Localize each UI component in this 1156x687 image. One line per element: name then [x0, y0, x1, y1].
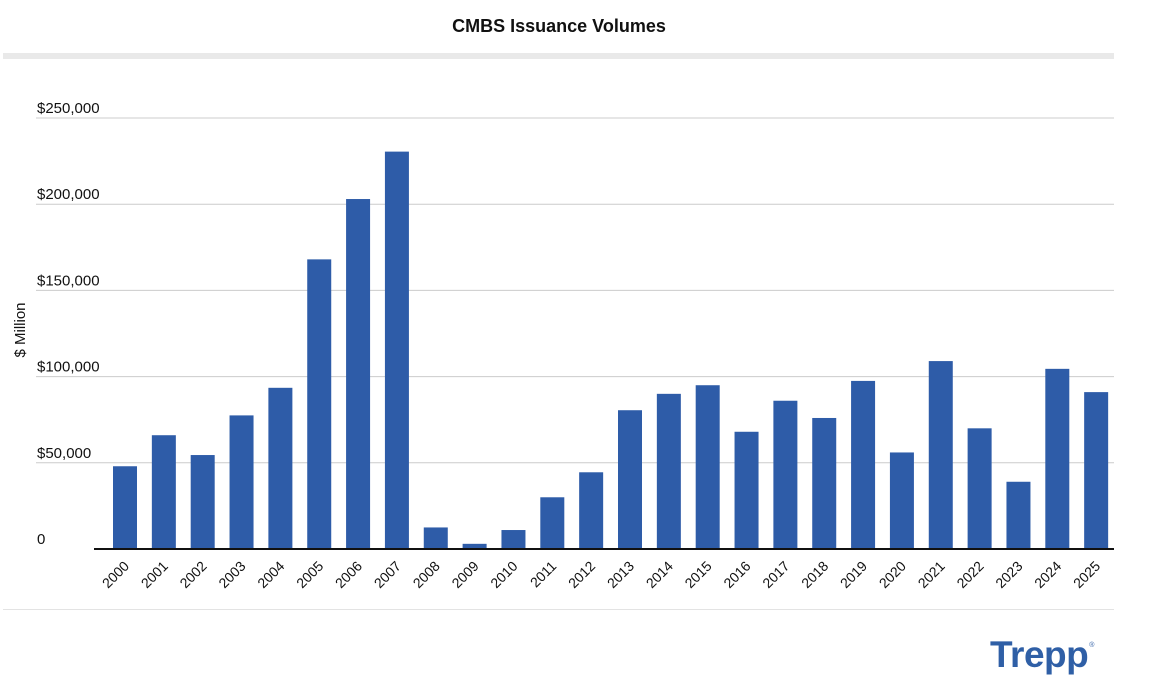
x-tick-label: 2021	[915, 558, 948, 591]
x-tick-label: 2006	[332, 558, 365, 591]
bar-2005	[307, 259, 332, 549]
y-tick-label: $150,000	[37, 272, 100, 289]
bar-2019	[851, 380, 876, 549]
bar-2016	[734, 431, 759, 549]
y-tick-label: $200,000	[37, 186, 100, 203]
y-axis-ticks: 0 $50,000 $100,000 $150,000 $200,000 $250,000	[37, 100, 100, 548]
x-tick-label: 2017	[759, 558, 792, 591]
x-tick-label: 2003	[215, 558, 248, 591]
x-tick-label: 2016	[720, 558, 753, 591]
bar-2006	[346, 199, 371, 549]
x-tick-label: 2014	[643, 558, 676, 591]
y-tick-label: $250,000	[37, 100, 100, 117]
y-tick-label: $100,000	[37, 359, 100, 376]
x-tick-label: 2005	[293, 558, 326, 591]
bar-2015	[695, 385, 720, 549]
bar-2025	[1084, 392, 1109, 549]
chart-title: CMBS Issuance Volumes	[452, 16, 666, 36]
x-tick-label: 2001	[138, 558, 171, 591]
x-tick-label: 2004	[254, 558, 287, 591]
bar-2017	[773, 400, 798, 549]
x-tick-label: 2002	[176, 558, 209, 591]
x-axis-ticks: 2000 2001 2002 2003 2004 2005 2006 2007 2008 2009…	[99, 558, 1104, 591]
x-tick-label: 2000	[99, 558, 132, 591]
bar-2001	[151, 435, 176, 549]
bar-2021	[928, 361, 953, 549]
bar-2010	[501, 530, 526, 549]
title-divider	[3, 53, 1114, 59]
x-tick-label: 2022	[953, 558, 986, 591]
bar-2020	[889, 452, 914, 549]
x-tick-label: 2008	[410, 558, 443, 591]
x-tick-label: 2010	[487, 558, 520, 591]
bar-2014	[656, 393, 681, 549]
bar-2004	[268, 387, 293, 549]
gridlines	[36, 117, 1114, 464]
x-tick-label: 2015	[681, 558, 714, 591]
x-tick-label: 2023	[992, 558, 1025, 591]
bar-2024	[1045, 368, 1070, 549]
bar-2002	[190, 455, 215, 549]
bottom-divider	[3, 609, 1114, 610]
x-tick-label: 2020	[876, 558, 909, 591]
y-tick-label: $50,000	[37, 445, 91, 462]
bar-2013	[618, 410, 642, 549]
y-tick-label: 0	[37, 531, 45, 548]
y-axis-label: $ Million	[12, 302, 29, 357]
x-tick-label: 2011	[527, 558, 560, 591]
bar-2000	[113, 466, 137, 549]
trepp-logo: Trepp®	[990, 634, 1094, 675]
registered-mark: ®	[1089, 642, 1094, 649]
x-tick-label: 2019	[837, 558, 870, 591]
bar-2018	[812, 417, 837, 549]
bar-2008	[423, 527, 448, 549]
x-tick-label: 2013	[604, 558, 637, 591]
x-tick-label: 2007	[371, 558, 404, 591]
x-tick-label: 2009	[448, 558, 481, 591]
x-tick-label: 2025	[1070, 558, 1103, 591]
bar-2022	[967, 428, 992, 549]
logo-text: Trepp	[990, 634, 1089, 675]
bars	[113, 151, 1109, 550]
x-tick-label: 2012	[565, 558, 598, 591]
x-tick-label: 2018	[798, 558, 831, 591]
bar-2012	[579, 472, 604, 549]
bar-2003	[229, 415, 254, 549]
bar-2007	[384, 151, 409, 550]
bar-2009	[462, 543, 487, 549]
bar-2023	[1006, 481, 1031, 549]
x-tick-label: 2024	[1031, 558, 1064, 591]
bar-2011	[540, 497, 565, 549]
